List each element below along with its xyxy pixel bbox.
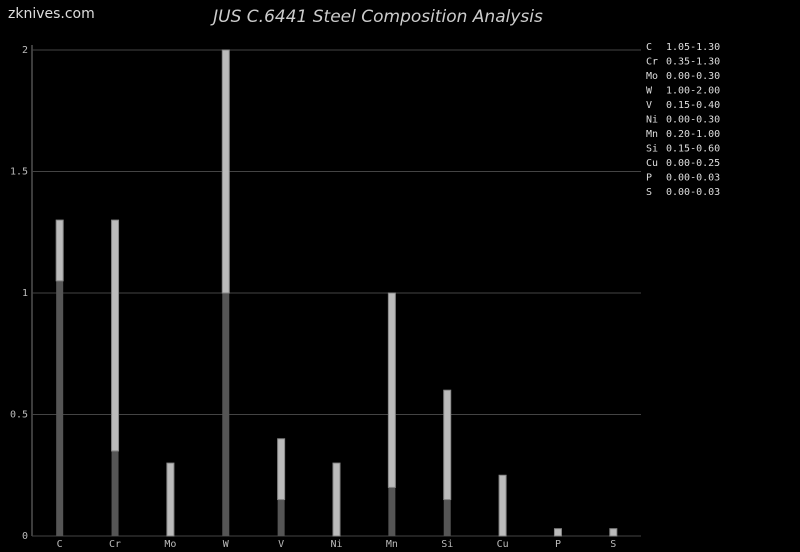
x-tick-label: S (610, 539, 616, 550)
x-tick-label: Ni (330, 539, 342, 550)
x-tick-label: Mn (386, 539, 398, 550)
x-tick-label: Cu (497, 539, 509, 550)
range-bar (498, 474, 507, 537)
x-tick-label: C (57, 539, 63, 550)
legend-value: 0.00-0.03 (666, 173, 720, 184)
chart-title: JUS C.6441 Steel Composition Analysis (210, 7, 543, 27)
min-bar (56, 280, 64, 536)
y-tick-label: 1.5 (10, 167, 28, 178)
x-tick-label: Si (441, 539, 453, 550)
legend-label: Cr (646, 57, 658, 68)
x-tick-label: P (555, 539, 561, 550)
legend-label: Cu (646, 158, 658, 169)
range-bar (387, 292, 396, 488)
legend-value: 0.15-0.60 (666, 144, 720, 155)
min-bar (443, 499, 451, 536)
range-bar (55, 219, 64, 282)
x-tick-label: V (278, 539, 284, 550)
y-tick-label: 2 (22, 45, 28, 56)
x-tick-label: Cr (109, 539, 121, 550)
legend-label: S (646, 187, 652, 198)
legend-value: 0.15-0.40 (666, 100, 720, 111)
legend-value: 1.00-2.00 (666, 86, 720, 97)
legend-value: 0.00-0.25 (666, 158, 720, 169)
min-bar (222, 293, 230, 536)
legend-value: 0.00-0.30 (666, 71, 720, 82)
legend-label: Si (646, 144, 658, 155)
legend-value: 0.00-0.03 (666, 187, 720, 198)
range-bar (443, 389, 452, 501)
range-bar (553, 528, 562, 537)
range-bar (332, 462, 341, 537)
legend-label: Mn (646, 129, 658, 140)
legend-value: 0.00-0.30 (666, 115, 720, 126)
y-tick-label: 0.5 (10, 410, 28, 421)
range-bar (221, 49, 230, 294)
legend-value: 0.35-1.30 (666, 57, 720, 68)
legend-label: Ni (646, 115, 658, 126)
range-bar (166, 462, 175, 537)
watermark: zknives.com (8, 6, 95, 22)
legend-value: 1.05-1.30 (666, 42, 720, 53)
x-tick-label: W (223, 539, 230, 550)
legend-label: Mo (646, 71, 658, 82)
legend-label: C (646, 42, 652, 53)
legend-label: W (646, 86, 653, 97)
legend-label: V (646, 100, 652, 111)
min-bar (277, 499, 285, 536)
legend-value: 0.20-1.00 (666, 129, 720, 140)
min-bar (111, 450, 119, 536)
y-tick-label: 0 (22, 531, 28, 542)
min-bar (388, 487, 396, 536)
y-tick-label: 1 (22, 288, 28, 299)
x-tick-label: Mo (164, 539, 176, 550)
range-bar (277, 438, 286, 501)
range-bar (609, 528, 618, 537)
legend-label: P (646, 173, 652, 184)
range-bar (111, 219, 120, 452)
